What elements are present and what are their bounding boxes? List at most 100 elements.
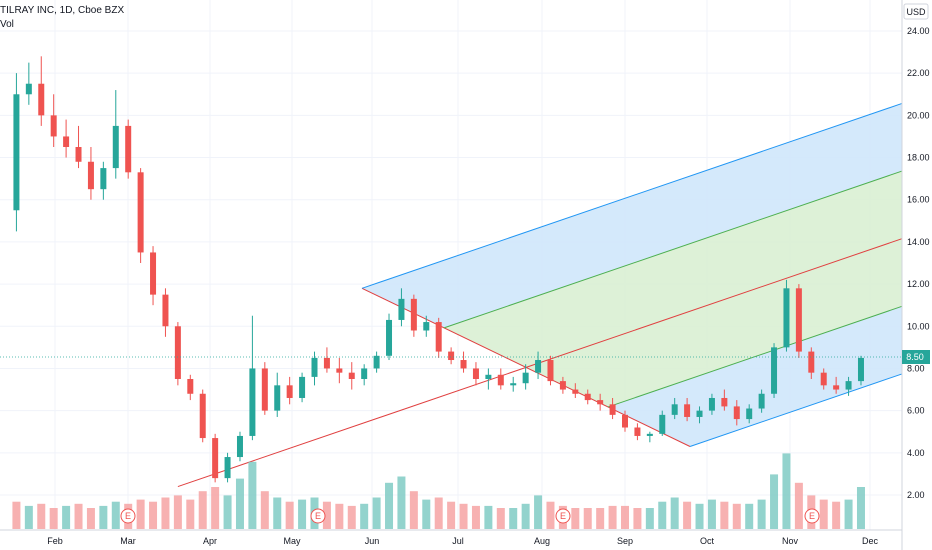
candle-body — [125, 125, 132, 173]
volume-bar — [198, 491, 207, 529]
y-tick-label: 12.00 — [907, 279, 930, 289]
candle-body — [771, 347, 778, 394]
volume-bar — [447, 501, 456, 529]
symbol-title[interactable]: TILRAY INC, 1D, Cboe BZX — [0, 5, 125, 16]
y-tick-label: 24.00 — [907, 26, 930, 36]
volume-bar — [720, 501, 729, 529]
earnings-marker-label: E — [315, 511, 321, 521]
x-tick-label: Sep — [617, 536, 633, 546]
chart-legend: TILRAY INC, 1D, Cboe BZX Vol — [0, 4, 124, 32]
candle-body — [236, 435, 243, 458]
candle-body — [497, 374, 504, 386]
volume-bar — [49, 508, 58, 529]
volume-bar — [335, 503, 344, 529]
volume-bar — [794, 482, 803, 529]
volume-bar — [757, 499, 766, 529]
y-tick-label: 22.00 — [907, 68, 930, 78]
candle-body — [261, 368, 268, 411]
candle-body — [150, 252, 157, 295]
candle-body — [535, 360, 542, 373]
candle-body — [299, 376, 306, 398]
y-axis-ticks: 24.00 22.00 20.00 18.00 16.00 14.00 12.00 10.00… — [907, 26, 930, 500]
candle-body — [112, 125, 119, 169]
candle-body — [311, 357, 318, 377]
candle-body — [472, 368, 479, 379]
candle-body — [857, 357, 864, 382]
candle-body — [547, 360, 554, 382]
volume-bar — [397, 476, 406, 529]
volume-bar — [186, 499, 195, 529]
volume-bar — [248, 461, 257, 529]
candle-body — [758, 393, 765, 409]
candle-body — [423, 322, 430, 331]
candle-body — [572, 389, 579, 394]
candle-body — [373, 355, 380, 369]
candle-body — [845, 381, 852, 390]
volume-bar — [74, 503, 83, 529]
candle-body — [646, 433, 653, 436]
candle-body — [733, 406, 740, 420]
candle-body — [485, 374, 492, 379]
y-tick-label: 18.00 — [907, 153, 930, 163]
volume-bar — [546, 501, 555, 529]
currency-badge[interactable] — [903, 3, 929, 20]
earnings-marker-label: E — [560, 511, 566, 521]
volume-bar — [707, 499, 716, 529]
candle-body — [696, 410, 703, 417]
volume-bar — [645, 508, 654, 529]
pitchfork-outer-band-upper — [362, 103, 902, 328]
volume-bar — [385, 482, 394, 529]
x-tick-label: Dec — [862, 536, 879, 546]
candle-body — [460, 360, 467, 369]
x-tick-label: Aug — [534, 536, 550, 546]
y-tick-label: 6.00 — [907, 406, 925, 416]
candle-body — [510, 383, 517, 386]
candle-body — [833, 385, 840, 390]
candle-body — [448, 351, 455, 361]
volume-bar — [732, 503, 741, 529]
volume-indicator-label[interactable]: Vol — [0, 19, 14, 30]
volume-bar — [521, 503, 530, 529]
pitchfork-inner-upper-line — [443, 170, 903, 329]
volume-bar — [471, 505, 480, 529]
volume-bar — [235, 478, 244, 529]
volume-bar — [459, 503, 468, 529]
price-axis[interactable] — [902, 0, 932, 550]
volume-bar — [633, 508, 642, 529]
volume-bar — [608, 505, 617, 529]
volume-bar — [745, 503, 754, 529]
pitchfork-lower-line — [689, 373, 903, 447]
x-tick-label: Mar — [120, 536, 136, 546]
candle-body — [820, 372, 827, 386]
candle-body — [162, 294, 169, 327]
candle-body — [174, 326, 181, 379]
volume-bar — [24, 505, 33, 529]
candle-body — [622, 414, 628, 428]
volume-bar — [856, 487, 865, 529]
candlesticks — [13, 56, 864, 483]
volume-bar — [534, 495, 543, 529]
candle-body — [522, 372, 529, 384]
volume-bar — [12, 501, 21, 529]
volume-bar — [596, 508, 605, 529]
volume-bar — [782, 453, 791, 529]
volume-bar — [484, 505, 493, 529]
candle-body — [50, 115, 57, 137]
x-tick-label: Jun — [365, 536, 380, 546]
volume-bar — [372, 497, 381, 529]
pitchfork-drawing[interactable] — [177, 102, 903, 488]
candle-body — [684, 404, 691, 417]
earnings-marker-icon — [804, 508, 820, 524]
candle-body — [63, 136, 70, 147]
candle-body — [659, 414, 666, 434]
volume-bar — [583, 508, 592, 529]
y-tick-label: 20.00 — [907, 110, 930, 120]
candle-body — [386, 319, 393, 356]
candle-body — [212, 438, 219, 479]
candle-body — [199, 393, 206, 439]
volume-bar — [86, 508, 95, 529]
volume-bar — [136, 499, 145, 529]
volume-bar — [347, 505, 356, 529]
